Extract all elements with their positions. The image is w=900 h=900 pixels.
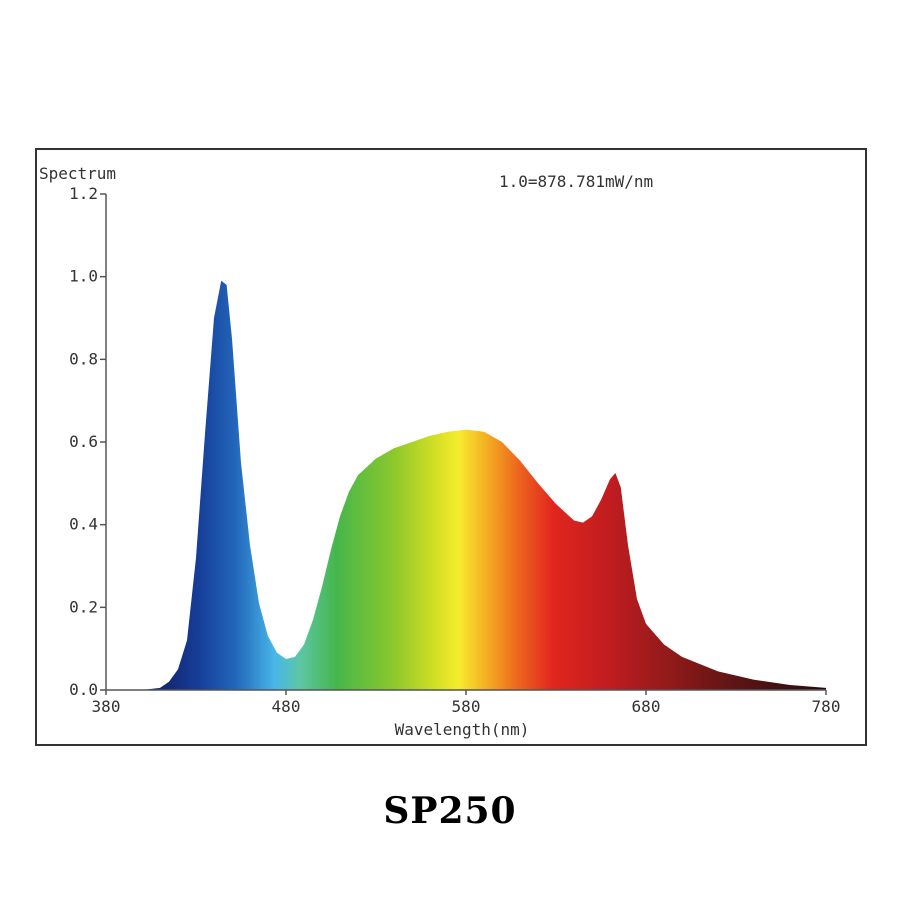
chart-frame: Spectrum 1.0=878.781mW/nm 0.0 0.2 0.4 0.6 0.… — [35, 148, 867, 746]
y-axis-label: Spectrum — [39, 164, 116, 183]
product-caption: SP250 — [383, 790, 517, 832]
x-tick-label: 680 — [632, 697, 661, 716]
x-axis-label: Wavelength(nm) — [395, 720, 530, 739]
x-tick-label: 780 — [812, 697, 841, 716]
y-tick-label: 1.0 — [69, 267, 98, 286]
spectrum-chart: Spectrum 1.0=878.781mW/nm 0.0 0.2 0.4 0.6 0.… — [39, 164, 841, 739]
y-tick-label: 0.8 — [69, 349, 98, 368]
x-tick-label: 480 — [272, 697, 301, 716]
y-tick-label: 0.6 — [69, 432, 98, 451]
x-tick-label: 380 — [92, 697, 121, 716]
y-tick-label: 0.4 — [69, 515, 98, 534]
y-tick-label: 1.2 — [69, 184, 98, 203]
spectrum-area — [106, 280, 826, 690]
y-tick-label: 0.0 — [69, 680, 98, 699]
x-tick-label: 580 — [452, 697, 481, 716]
y-tick-label: 0.2 — [69, 597, 98, 616]
chart-annotation: 1.0=878.781mW/nm — [499, 172, 653, 191]
